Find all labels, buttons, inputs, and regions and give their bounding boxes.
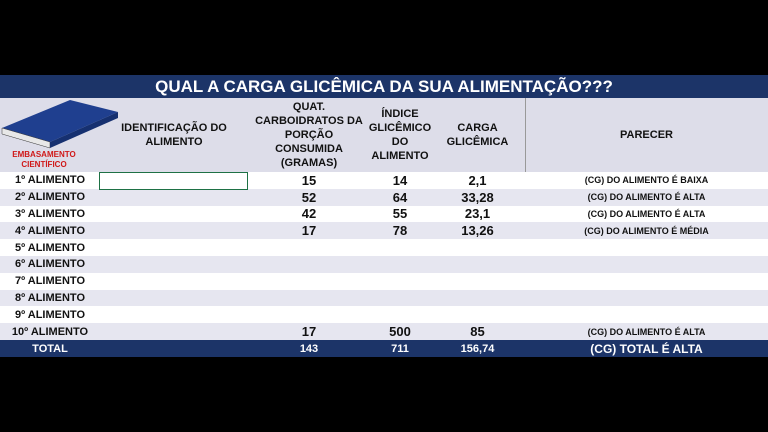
row-label: 8º ALIMENTO — [14, 291, 86, 304]
total-cell: 156,74 — [460, 342, 495, 355]
book-label: EMBASAMENTO CIENTÍFICO — [12, 150, 76, 169]
row-label: 6º ALIMENTO — [14, 258, 86, 271]
row-band — [0, 256, 768, 273]
cell: 64 — [392, 189, 408, 205]
total-cell: 711 — [391, 342, 409, 355]
cell: (CG) DO ALIMENTO É ALTA — [587, 208, 706, 219]
cell: 2,1 — [468, 172, 487, 188]
total-band — [0, 340, 768, 357]
book-icon — [1, 100, 118, 149]
header-band — [0, 98, 768, 172]
row-band — [0, 205, 768, 223]
row-label: 4º ALIMENTO — [14, 224, 86, 237]
row-label: 5º ALIMENTO — [14, 241, 86, 254]
cell: 52 — [301, 189, 317, 205]
cell: 33,28 — [461, 189, 494, 205]
selected-cell[interactable] — [99, 172, 248, 190]
cell: 14 — [392, 172, 408, 188]
cell: 85 — [470, 324, 485, 340]
cell: 17 — [301, 324, 317, 340]
column-header: QUAT. CARBOIDRATOS DA PORÇÃO CONSUMIDA (… — [255, 101, 363, 169]
row-label: 2º ALIMENTO — [14, 191, 86, 204]
cell: (CG) DO ALIMENTO É BAIXA — [584, 175, 709, 186]
row-label: 3º ALIMENTO — [14, 207, 86, 220]
row-band — [0, 323, 768, 340]
column-header: IDENTIFICAÇÃO DO ALIMENTO — [121, 122, 227, 148]
cell: 78 — [392, 223, 408, 239]
title: QUAL A CARGA GLICÊMICA DA SUA ALIMENTAÇÃ… — [0, 75, 768, 98]
row-label: 1º ALIMENTO — [14, 174, 86, 187]
row-label: 10º ALIMENTO — [11, 325, 89, 338]
cell: 42 — [301, 206, 317, 222]
cell: 55 — [392, 206, 408, 222]
row-band — [0, 188, 768, 206]
row-label: 7º ALIMENTO — [14, 275, 86, 288]
total-cell: 143 — [299, 342, 319, 355]
column-header: CARGA GLICÊMICA — [446, 122, 509, 148]
total-cell: TOTAL — [32, 342, 68, 355]
cell: 17 — [301, 223, 317, 239]
cell: 23,1 — [464, 206, 491, 222]
column-header: PARECER — [620, 129, 673, 141]
column-header: ÍNDICE GLICÊMICO DO ALIMENTO — [368, 108, 432, 162]
row-band — [0, 239, 768, 256]
cell: 15 — [301, 172, 317, 188]
row-label: 9º ALIMENTO — [14, 308, 86, 321]
cell: (CG) DO ALIMENTO É MÉDIA — [584, 225, 709, 236]
spreadsheet: QUAL A CARGA GLICÊMICA DA SUA ALIMENTAÇÃ… — [0, 75, 768, 357]
cell: 500 — [389, 324, 411, 340]
cell: (CG) DO ALIMENTO É ALTA — [587, 192, 706, 203]
row-band — [0, 222, 768, 240]
row-band — [0, 172, 768, 189]
total-cell: (CG) TOTAL É ALTA — [590, 341, 703, 356]
cell: 13,26 — [461, 223, 494, 239]
row-band — [0, 272, 768, 290]
row-band — [0, 306, 768, 324]
cell: (CG) DO ALIMENTO É ALTA — [587, 326, 706, 337]
row-band — [0, 289, 768, 307]
